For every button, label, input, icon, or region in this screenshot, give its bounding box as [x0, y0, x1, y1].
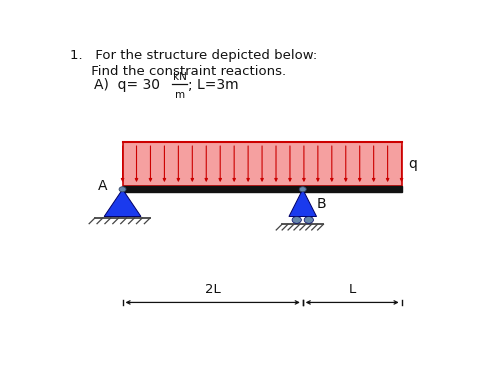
Bar	[122, 142, 402, 186]
Text: 2L: 2L	[205, 283, 220, 296]
Text: kN: kN	[173, 73, 187, 83]
Text: 1.   For the structure depicted below:: 1. For the structure depicted below:	[70, 49, 318, 62]
Text: ; L=3m: ; L=3m	[188, 78, 238, 92]
Text: B: B	[316, 197, 326, 211]
Text: A: A	[98, 179, 107, 193]
Polygon shape	[104, 189, 141, 217]
Circle shape	[304, 217, 314, 223]
Polygon shape	[289, 189, 316, 217]
Text: q: q	[408, 157, 418, 171]
Text: Find the constraint reactions.: Find the constraint reactions.	[70, 65, 286, 78]
Circle shape	[292, 217, 302, 223]
Text: L: L	[348, 283, 356, 296]
Circle shape	[300, 187, 306, 192]
Bar	[122, 186, 402, 192]
Text: A)  q= 30: A) q= 30	[94, 78, 160, 92]
Text: m: m	[175, 90, 185, 100]
Circle shape	[119, 187, 126, 192]
